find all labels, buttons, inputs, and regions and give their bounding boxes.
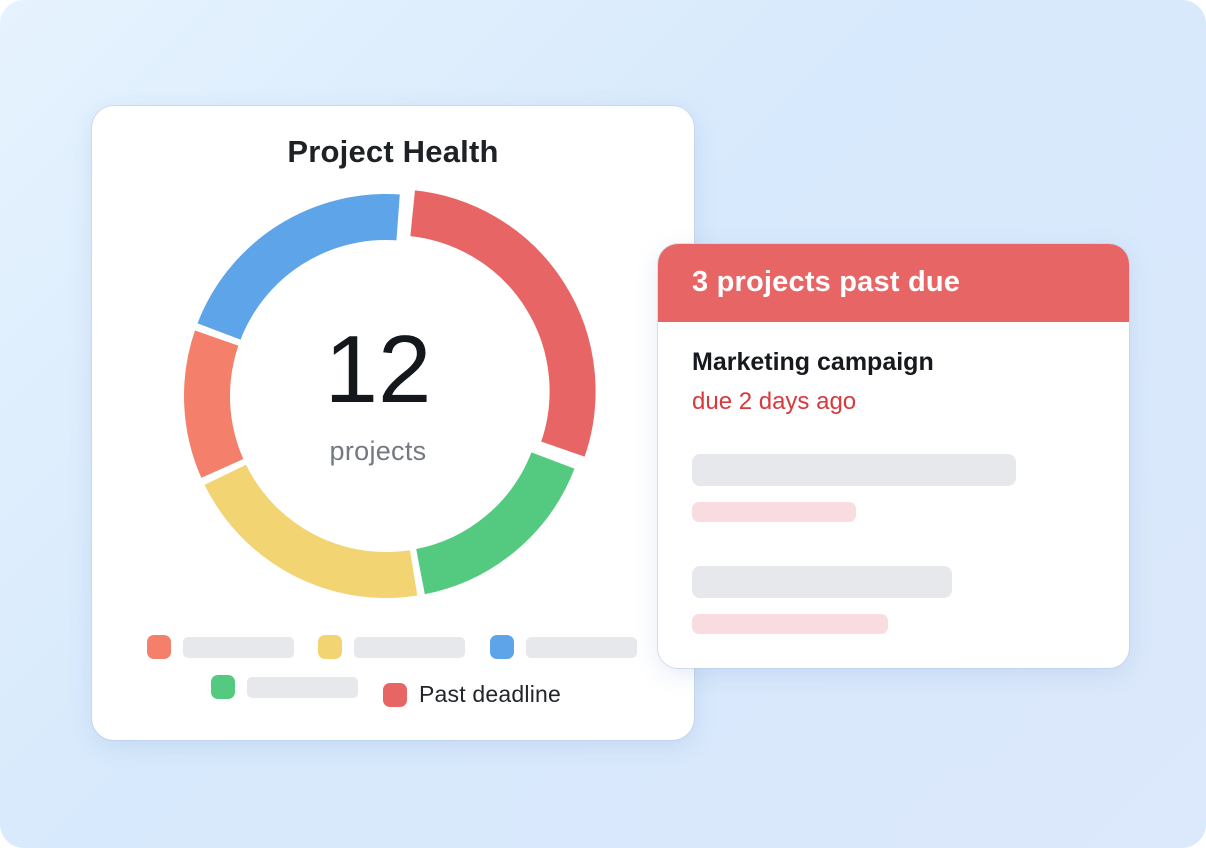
legend-label-placeholder (183, 637, 294, 658)
legend-label-placeholder (354, 637, 465, 658)
past-due-tooltip: 3 projects past due Marketing campaign d… (658, 244, 1129, 668)
project-due-placeholder (692, 502, 856, 522)
project-item-name[interactable]: Marketing campaign (692, 348, 934, 376)
project-health-card: Project Health 12 projects Past deadline (92, 106, 694, 740)
donut-chart (182, 188, 598, 600)
donut-segment-3[interactable] (413, 449, 578, 597)
legend-swatch-blue (490, 635, 514, 659)
card-title: Project Health (287, 134, 499, 169)
legend-label-past-deadline: Past deadline (419, 681, 561, 707)
total-projects-label: projects (329, 436, 427, 466)
legend-swatch-yellow (318, 635, 342, 659)
project-name-placeholder (692, 454, 1016, 486)
legend-swatch-red (383, 683, 407, 707)
tooltip-header: 3 projects past due (658, 244, 1129, 322)
legend-label-placeholder (526, 637, 637, 658)
donut-segment-past-deadline[interactable] (408, 188, 598, 460)
project-name-placeholder (692, 566, 952, 598)
legend-swatch-coral (147, 635, 171, 659)
project-due-placeholder (692, 614, 888, 634)
tooltip-title: 3 projects past due (692, 266, 961, 298)
legend-label-placeholder (247, 677, 358, 698)
legend-swatch-green (211, 675, 235, 699)
donut-segment-1[interactable] (194, 192, 402, 343)
total-projects-count: 12 (324, 316, 432, 423)
donut-segment-0[interactable] (182, 327, 246, 481)
donut-segment-4[interactable] (201, 462, 420, 600)
tooltip-pointer (637, 376, 659, 420)
project-item-due: due 2 days ago (692, 388, 857, 415)
